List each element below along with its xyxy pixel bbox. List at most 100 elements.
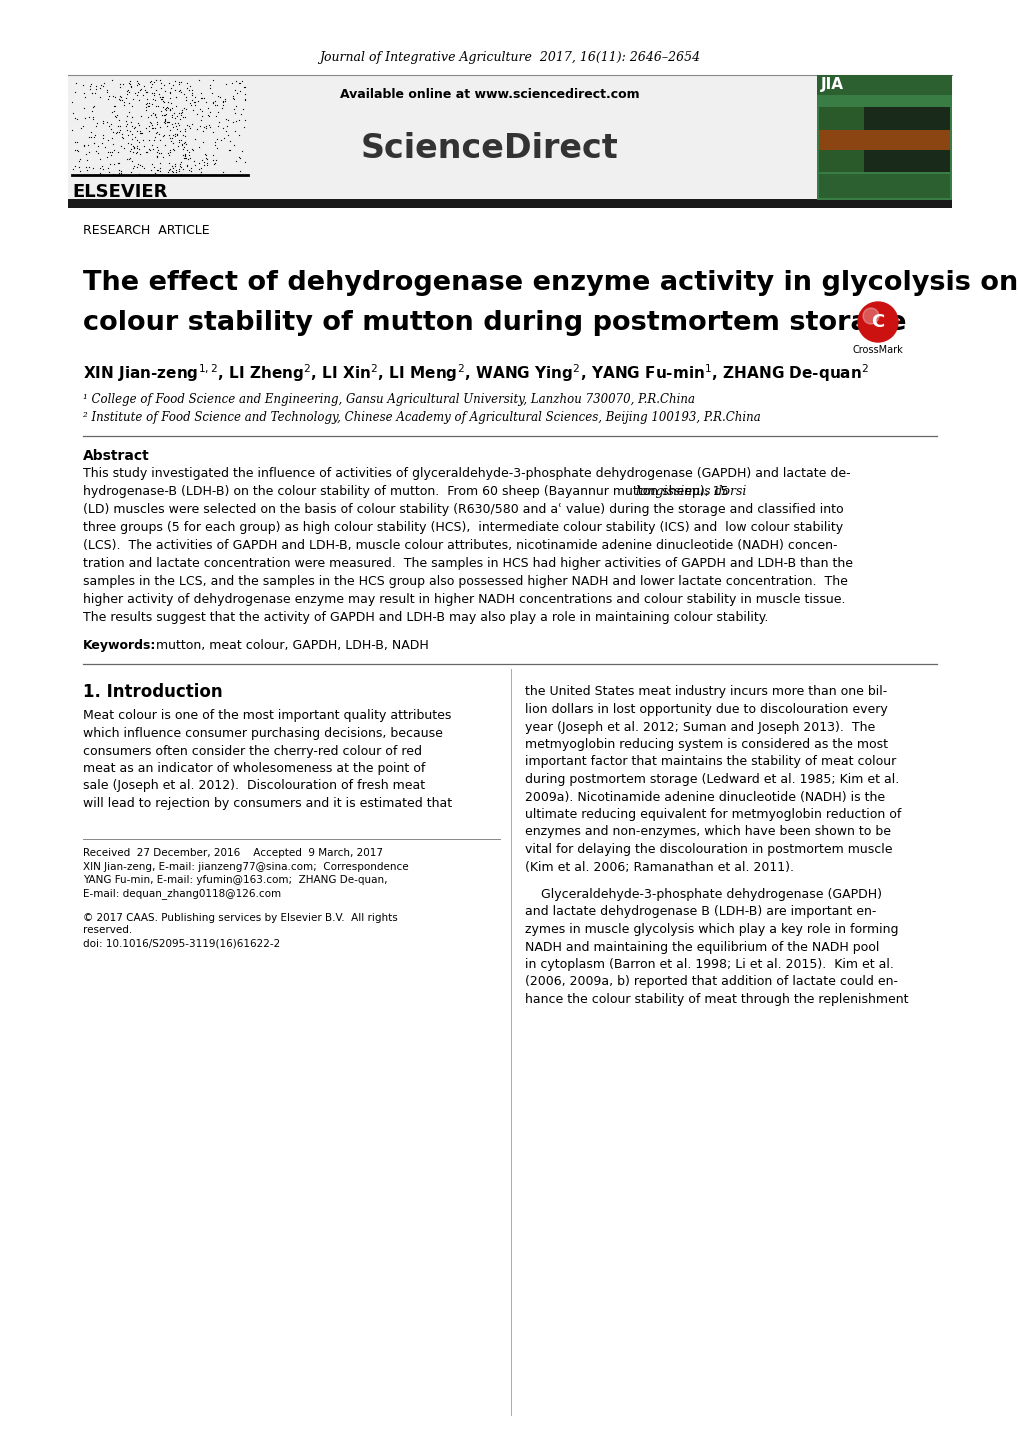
Point [191,136,207,159]
Point [158,99,174,122]
Point [143,104,159,127]
Point [104,126,120,149]
Point [212,86,228,109]
Point [84,126,100,149]
Point [228,150,245,173]
Point [146,70,162,93]
Point [171,130,187,153]
Point [186,86,203,109]
Point [167,79,183,102]
Point [194,149,210,172]
Point [71,149,88,172]
Point [131,79,148,102]
Point [183,137,200,160]
Point [178,86,195,109]
Point [151,82,167,104]
Text: vital for delaying the discolouration in postmortem muscle: vital for delaying the discolouration in… [525,843,892,856]
Point [177,97,194,120]
Point [167,124,183,147]
Point [171,72,187,94]
Point [92,86,108,109]
Point [148,94,164,117]
Text: will lead to rejection by consumers and it is estimated that: will lead to rejection by consumers and … [83,797,451,810]
Point [81,140,97,163]
Text: lion dollars in lost opportunity due to discolouration every: lion dollars in lost opportunity due to … [525,703,887,716]
Point [118,147,135,170]
Text: 2009a). Nicotinamide adenine dinucleotide (NADH) is the: 2009a). Nicotinamide adenine dinucleotid… [525,790,884,803]
Point [220,123,236,146]
Point [184,163,201,186]
Point [103,69,119,92]
Point [178,72,195,94]
Point [165,160,181,183]
Point [161,99,177,122]
Point [182,74,199,97]
Point [103,100,119,123]
Point [135,84,151,107]
Point [198,114,214,137]
Point [170,102,186,124]
Point [194,87,210,110]
Point [173,99,190,122]
Point [182,156,199,179]
Text: three groups (5 for each group) as high colour stability (HCS),  intermediate co: three groups (5 for each group) as high … [83,521,843,535]
Point [148,79,164,102]
Point [119,79,136,102]
Point [164,103,180,126]
Point [155,146,171,169]
Point [149,146,165,169]
Point [184,113,201,136]
Point [128,135,145,157]
Point [128,136,145,159]
Point [68,107,85,130]
Point [161,80,177,103]
Point [180,159,197,182]
Point [229,82,246,104]
Point [130,72,147,94]
Point [157,97,173,120]
Point [119,123,136,146]
Point [140,87,156,110]
Point [234,97,251,120]
Text: samples in the LCS, and the samples in the HCS group also possessed higher NADH : samples in the LCS, and the samples in t… [83,575,847,588]
Point [144,93,160,116]
Point [162,119,178,142]
Point [112,73,128,96]
Point [231,146,248,169]
Point [162,130,178,153]
Point [143,69,159,92]
Point [205,92,221,114]
Point [168,159,184,182]
Point [143,112,159,135]
Point [230,163,247,186]
Text: XIN Jian-zeng$^{1, 2}$, LI Zheng$^{2}$, LI Xin$^{2}$, LI Meng$^{2}$, WANG Ying$^: XIN Jian-zeng$^{1, 2}$, LI Zheng$^{2}$, … [83,362,868,384]
Point [155,124,171,147]
Point [209,94,225,117]
Point [205,90,221,113]
Point [86,132,102,155]
Point [143,159,159,182]
Point [221,139,237,162]
Point [90,135,106,157]
Point [157,135,173,157]
Point [115,90,131,113]
Point [168,123,184,146]
Point [152,159,168,182]
Point [67,139,84,162]
Point [65,157,82,180]
Point [161,110,177,133]
Point [169,117,185,140]
Point [222,139,238,162]
Point [164,137,180,160]
Point [85,104,101,127]
Point [224,84,240,107]
Point [96,72,112,94]
Point [228,109,245,132]
Point [122,160,139,183]
Point [186,153,203,176]
Point [196,116,212,139]
Point [152,129,168,152]
Point [190,90,206,113]
Point [146,155,162,177]
Point [132,122,149,145]
